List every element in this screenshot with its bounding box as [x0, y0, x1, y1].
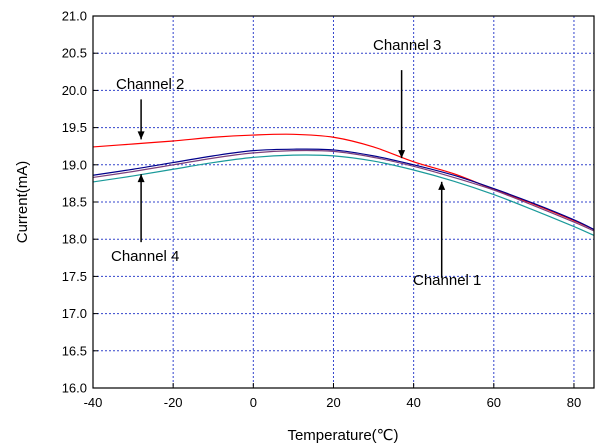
series-line-channel-4 — [92, 149, 595, 232]
y-tick-label: 20.5 — [62, 46, 87, 61]
annotation-arrowhead — [398, 150, 406, 159]
annotation-label-channel-4: Channel 4 — [111, 248, 179, 265]
annotation-label-channel-2: Channel 2 — [116, 76, 184, 93]
y-tick-label: 17.5 — [62, 269, 87, 284]
y-tick-label: 16.5 — [62, 343, 87, 358]
y-axis-label: Current(mA) — [14, 161, 31, 244]
series-line-channel-3 — [92, 148, 595, 231]
annotation-label-channel-1: Channel 1 — [413, 272, 481, 289]
series-line-channel-1 — [92, 154, 595, 237]
y-tick-label: 21.0 — [62, 9, 87, 24]
annotations: Channel 2 Channel 3 Channel 4 Channel 1 — [111, 37, 481, 289]
y-tick-label: 19.0 — [62, 157, 87, 172]
y-tick-label: 16.0 — [62, 381, 87, 396]
x-tick-label: 80 — [567, 395, 581, 410]
y-tick-label: 20.0 — [62, 83, 87, 98]
y-tick-label: 18.0 — [62, 232, 87, 247]
x-axis-label: Temperature(℃) — [287, 427, 398, 444]
axis-ticks: -40 -20 0 20 40 60 80 16.0 16.5 17.0 17.5 18.0 18.5 1… — [62, 9, 582, 411]
annotation-arrowhead — [137, 131, 145, 140]
x-tick-label: 0 — [250, 395, 257, 410]
x-tick-label: -40 — [84, 395, 103, 410]
x-tick-label: 40 — [406, 395, 420, 410]
series-layer — [92, 133, 595, 237]
x-tick-label: -20 — [164, 395, 183, 410]
x-tick-label: 60 — [487, 395, 501, 410]
y-tick-label: 17.0 — [62, 306, 87, 321]
grid — [93, 16, 594, 388]
y-tick-label: 18.5 — [62, 195, 87, 210]
x-tick-label: 20 — [326, 395, 340, 410]
annotation-arrowhead — [137, 174, 145, 183]
annotation-label-channel-3: Channel 3 — [373, 37, 441, 54]
series-line-channel-2 — [92, 133, 595, 231]
annotation-arrowhead — [438, 181, 446, 190]
y-tick-label: 19.5 — [62, 120, 87, 135]
